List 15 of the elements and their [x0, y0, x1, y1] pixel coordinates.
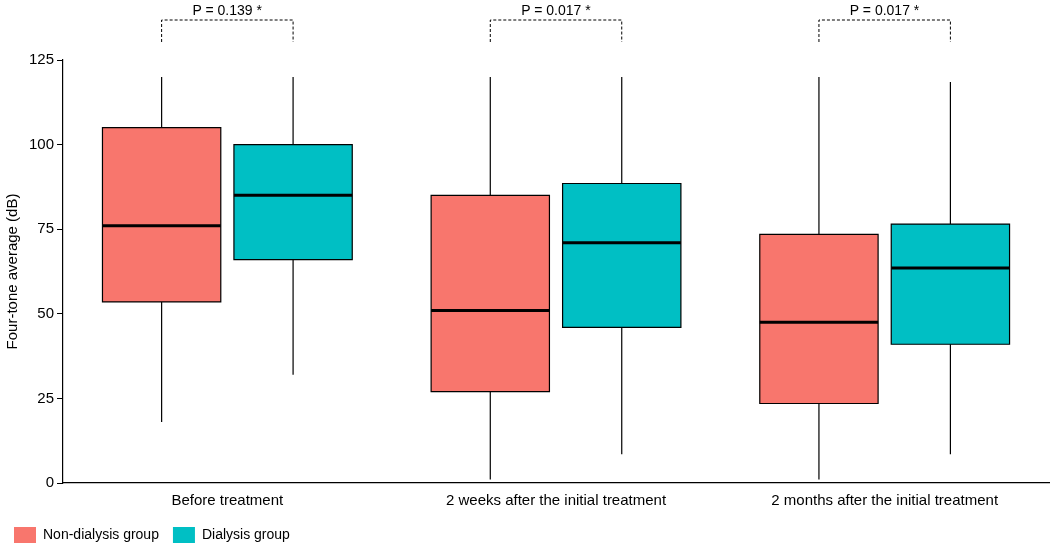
text: P = 0.139 *: [192, 1, 263, 18]
y-tick-label: 75: [37, 219, 55, 237]
y-tick-label: 100: [29, 134, 55, 152]
text: P = 0.017 *: [521, 1, 592, 18]
text: P = 0.017 *: [849, 1, 920, 18]
y-tick-label: 50: [37, 303, 55, 321]
legend-label: Dialysis group: [201, 525, 291, 542]
x-tick-label: 2 months after the initial treatment: [771, 491, 999, 509]
y-tick-label: 0: [45, 473, 55, 491]
x-tick-label: 2 weeks after the initial treatment: [445, 491, 667, 509]
legend-label: Non-dialysis group: [43, 525, 160, 542]
y-tick-label: 125: [29, 50, 55, 68]
y-tick-label: 25: [37, 388, 55, 406]
x-tick-label: Before treatment: [171, 491, 285, 509]
y-axis-title: Four-tone average (dB): [3, 193, 21, 350]
